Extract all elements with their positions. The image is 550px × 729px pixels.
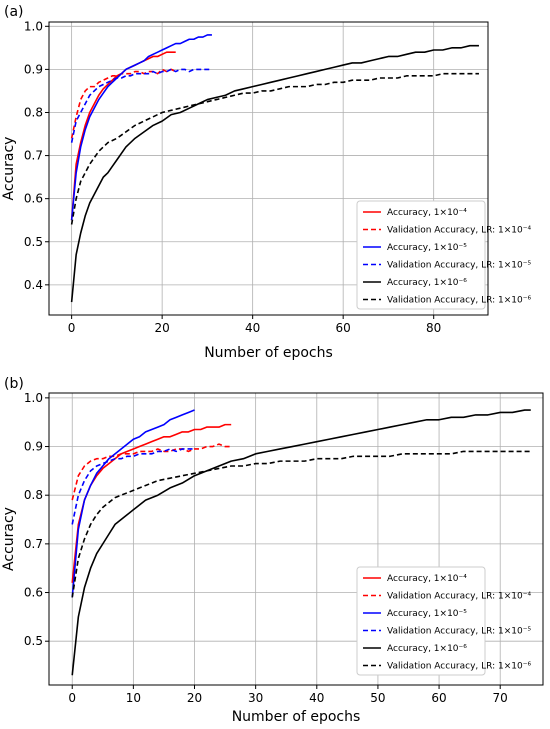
series-line: [71, 423, 232, 583]
legend-label: Validation Accuracy, LR: 1×10⁻⁴: [387, 226, 531, 236]
x-tick-label: 0: [68, 691, 76, 705]
y-tick-label: 0.7: [24, 537, 43, 551]
x-tick-label: 60: [431, 691, 446, 705]
y-tick-label: 0.5: [24, 235, 43, 249]
legend-label: Accuracy, 1×10⁻⁶: [387, 278, 467, 288]
x-tick-label: 50: [370, 691, 385, 705]
y-tick-label: 0.8: [24, 488, 43, 502]
plot-frame: [48, 21, 489, 316]
x-tick-label: 80: [426, 321, 441, 335]
series-line: [71, 450, 531, 598]
y-tick-label: 0.9: [24, 62, 43, 76]
x-tick-label: 0: [68, 321, 76, 335]
y-axis-title: Accuracy: [1, 137, 17, 201]
y-tick-label: 0.6: [24, 586, 43, 600]
legend-box: [356, 200, 486, 310]
legend-box: [356, 566, 486, 676]
series-line: [70, 68, 177, 139]
x-axis-title: Number of epochs: [204, 345, 333, 361]
x-tick-label: 70: [493, 691, 508, 705]
legend-label: Validation Accuracy, LR: 1×10⁻⁴: [387, 592, 531, 602]
series-line: [71, 443, 232, 501]
x-tick-label: 40: [309, 691, 324, 705]
y-tick-label: 1.0: [24, 391, 43, 405]
x-tick-label: 40: [245, 321, 260, 335]
y-tick-label: 0.6: [24, 192, 43, 206]
legend: Accuracy, 1×10⁻⁴ Validation Accuracy, LR:…: [356, 566, 531, 676]
series-line: [70, 34, 212, 221]
legend-label: Accuracy, 1×10⁻⁴: [387, 574, 467, 584]
legend-label: Validation Accuracy, LR: 1×10⁻⁵: [387, 261, 531, 271]
legend-label: Accuracy, 1×10⁻⁴: [387, 208, 467, 218]
series-line: [71, 409, 195, 598]
chart-panel-1: (b) 0 10 20 30 40 50 60 70 0.5 0.6 0.7 0.8 0.9 1.0 Numb…: [1, 376, 544, 725]
y-tick-label: 0.8: [24, 105, 43, 119]
panel-label: (b): [4, 376, 24, 392]
legend-label: Validation Accuracy, LR: 1×10⁻⁵: [387, 627, 531, 637]
legend-label: Accuracy, 1×10⁻⁵: [387, 243, 467, 253]
x-axis-title: Number of epochs: [232, 709, 361, 725]
panel-label: (a): [4, 4, 24, 20]
chart-panel-0: (a) 0 20 40 60 80 0.4 0.5 0.6 0.7 0.8 0.9 1.0 Number …: [1, 4, 531, 361]
series-line: [71, 448, 195, 525]
series-line: [71, 409, 531, 676]
x-tick-label: 20: [155, 321, 170, 335]
series-line: [70, 44, 479, 303]
legend-label: Accuracy, 1×10⁻⁵: [387, 609, 467, 619]
legend: Accuracy, 1×10⁻⁴ Validation Accuracy, LR:…: [356, 200, 531, 310]
legend-label: Validation Accuracy, LR: 1×10⁻⁶: [387, 662, 531, 672]
series-line: [70, 68, 212, 143]
legend-label: Accuracy, 1×10⁻⁶: [387, 644, 467, 654]
y-tick-label: 0.5: [24, 634, 43, 648]
x-tick-label: 10: [126, 691, 141, 705]
y-tick-label: 0.9: [24, 440, 43, 454]
y-tick-label: 0.7: [24, 149, 43, 163]
y-tick-label: 0.4: [24, 278, 43, 292]
y-axis-title: Accuracy: [1, 507, 17, 571]
plot-frame: [48, 392, 544, 686]
x-tick-label: 30: [248, 691, 263, 705]
x-tick-label: 20: [187, 691, 202, 705]
x-tick-label: 60: [336, 321, 351, 335]
legend-label: Validation Accuracy, LR: 1×10⁻⁶: [387, 296, 531, 306]
y-tick-label: 1.0: [24, 19, 43, 33]
